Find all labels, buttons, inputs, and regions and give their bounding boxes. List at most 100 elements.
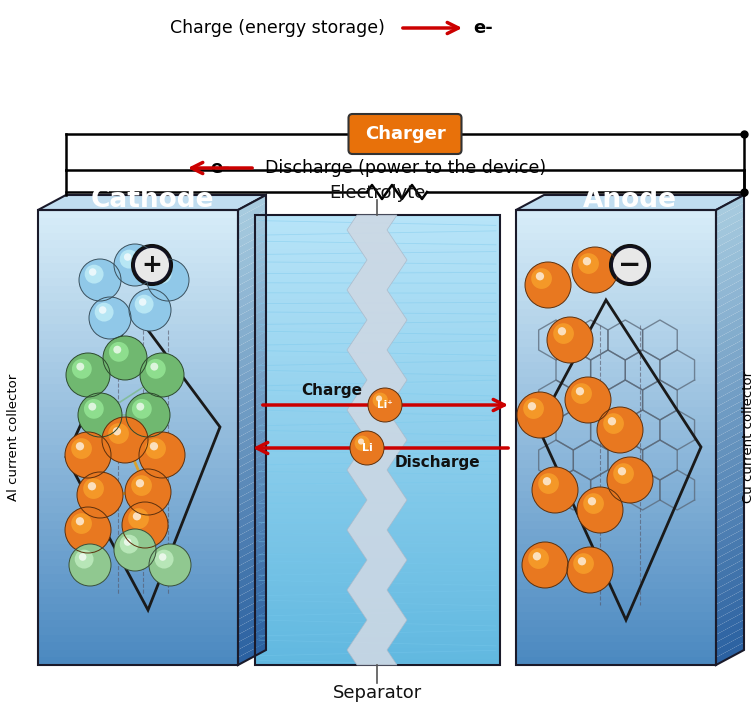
Polygon shape	[255, 378, 500, 384]
Circle shape	[136, 403, 144, 411]
Polygon shape	[516, 316, 716, 324]
Polygon shape	[255, 626, 500, 632]
Polygon shape	[38, 270, 238, 278]
Polygon shape	[255, 237, 500, 243]
Text: e-: e-	[473, 19, 493, 37]
Polygon shape	[255, 564, 500, 569]
Polygon shape	[38, 316, 238, 324]
Polygon shape	[238, 195, 266, 217]
Polygon shape	[516, 552, 716, 559]
Polygon shape	[238, 324, 266, 346]
Polygon shape	[238, 483, 266, 506]
Polygon shape	[516, 392, 716, 399]
Polygon shape	[255, 525, 500, 530]
Polygon shape	[255, 350, 500, 355]
Polygon shape	[238, 384, 266, 407]
Circle shape	[517, 392, 563, 438]
Polygon shape	[255, 221, 500, 227]
Circle shape	[572, 383, 592, 404]
Polygon shape	[716, 331, 744, 354]
Polygon shape	[238, 529, 266, 552]
Polygon shape	[516, 491, 716, 498]
Circle shape	[553, 324, 574, 344]
Polygon shape	[716, 241, 744, 263]
Polygon shape	[238, 453, 266, 475]
Polygon shape	[38, 658, 238, 665]
Polygon shape	[716, 294, 744, 316]
Polygon shape	[516, 195, 744, 210]
Polygon shape	[255, 435, 500, 440]
Polygon shape	[38, 415, 238, 423]
Polygon shape	[716, 521, 744, 544]
Polygon shape	[255, 401, 500, 406]
Circle shape	[533, 552, 541, 561]
Polygon shape	[238, 202, 266, 225]
Polygon shape	[255, 305, 500, 311]
Circle shape	[103, 336, 147, 380]
Polygon shape	[716, 423, 744, 445]
Polygon shape	[516, 566, 716, 574]
Circle shape	[99, 307, 106, 314]
Polygon shape	[238, 605, 266, 627]
Text: Discharge (power to the device): Discharge (power to the device)	[265, 159, 546, 177]
Polygon shape	[255, 215, 500, 221]
Polygon shape	[255, 642, 500, 648]
Polygon shape	[238, 271, 266, 293]
Circle shape	[88, 403, 97, 411]
Circle shape	[129, 289, 171, 331]
Polygon shape	[238, 627, 266, 650]
Circle shape	[109, 342, 129, 362]
Polygon shape	[516, 634, 716, 642]
Circle shape	[610, 245, 650, 285]
Circle shape	[76, 362, 84, 370]
Circle shape	[71, 513, 92, 534]
Polygon shape	[516, 225, 716, 233]
Text: Li: Li	[362, 443, 372, 453]
Circle shape	[547, 317, 593, 363]
Circle shape	[89, 268, 97, 276]
Polygon shape	[716, 544, 744, 566]
Polygon shape	[716, 377, 744, 399]
Circle shape	[113, 346, 121, 353]
Circle shape	[113, 427, 121, 435]
Polygon shape	[255, 541, 500, 547]
Polygon shape	[238, 225, 266, 248]
Polygon shape	[716, 370, 744, 392]
Circle shape	[128, 508, 149, 529]
Circle shape	[532, 268, 552, 289]
Polygon shape	[516, 612, 716, 620]
Circle shape	[139, 432, 185, 478]
Polygon shape	[516, 528, 716, 536]
Circle shape	[532, 467, 578, 513]
Polygon shape	[516, 301, 716, 309]
Circle shape	[576, 387, 584, 395]
Polygon shape	[516, 506, 716, 513]
Circle shape	[152, 265, 172, 284]
Polygon shape	[238, 552, 266, 574]
Polygon shape	[716, 574, 744, 597]
Polygon shape	[238, 316, 266, 339]
Polygon shape	[516, 370, 716, 377]
Polygon shape	[516, 384, 716, 392]
Polygon shape	[255, 423, 500, 429]
Circle shape	[84, 399, 104, 418]
Text: Al current collector: Al current collector	[8, 373, 20, 501]
Circle shape	[523, 398, 544, 419]
Circle shape	[607, 457, 653, 503]
Circle shape	[135, 248, 169, 282]
Polygon shape	[38, 384, 238, 392]
Polygon shape	[255, 344, 500, 350]
Polygon shape	[38, 452, 238, 460]
Polygon shape	[516, 248, 716, 256]
Polygon shape	[716, 400, 744, 423]
Circle shape	[157, 268, 164, 276]
Polygon shape	[516, 240, 716, 248]
Polygon shape	[238, 218, 266, 240]
Polygon shape	[255, 653, 500, 659]
Circle shape	[79, 553, 87, 561]
Polygon shape	[238, 248, 266, 270]
Text: Cu current collector: Cu current collector	[741, 371, 754, 503]
Polygon shape	[38, 263, 238, 270]
Polygon shape	[238, 506, 266, 528]
Polygon shape	[516, 309, 716, 316]
